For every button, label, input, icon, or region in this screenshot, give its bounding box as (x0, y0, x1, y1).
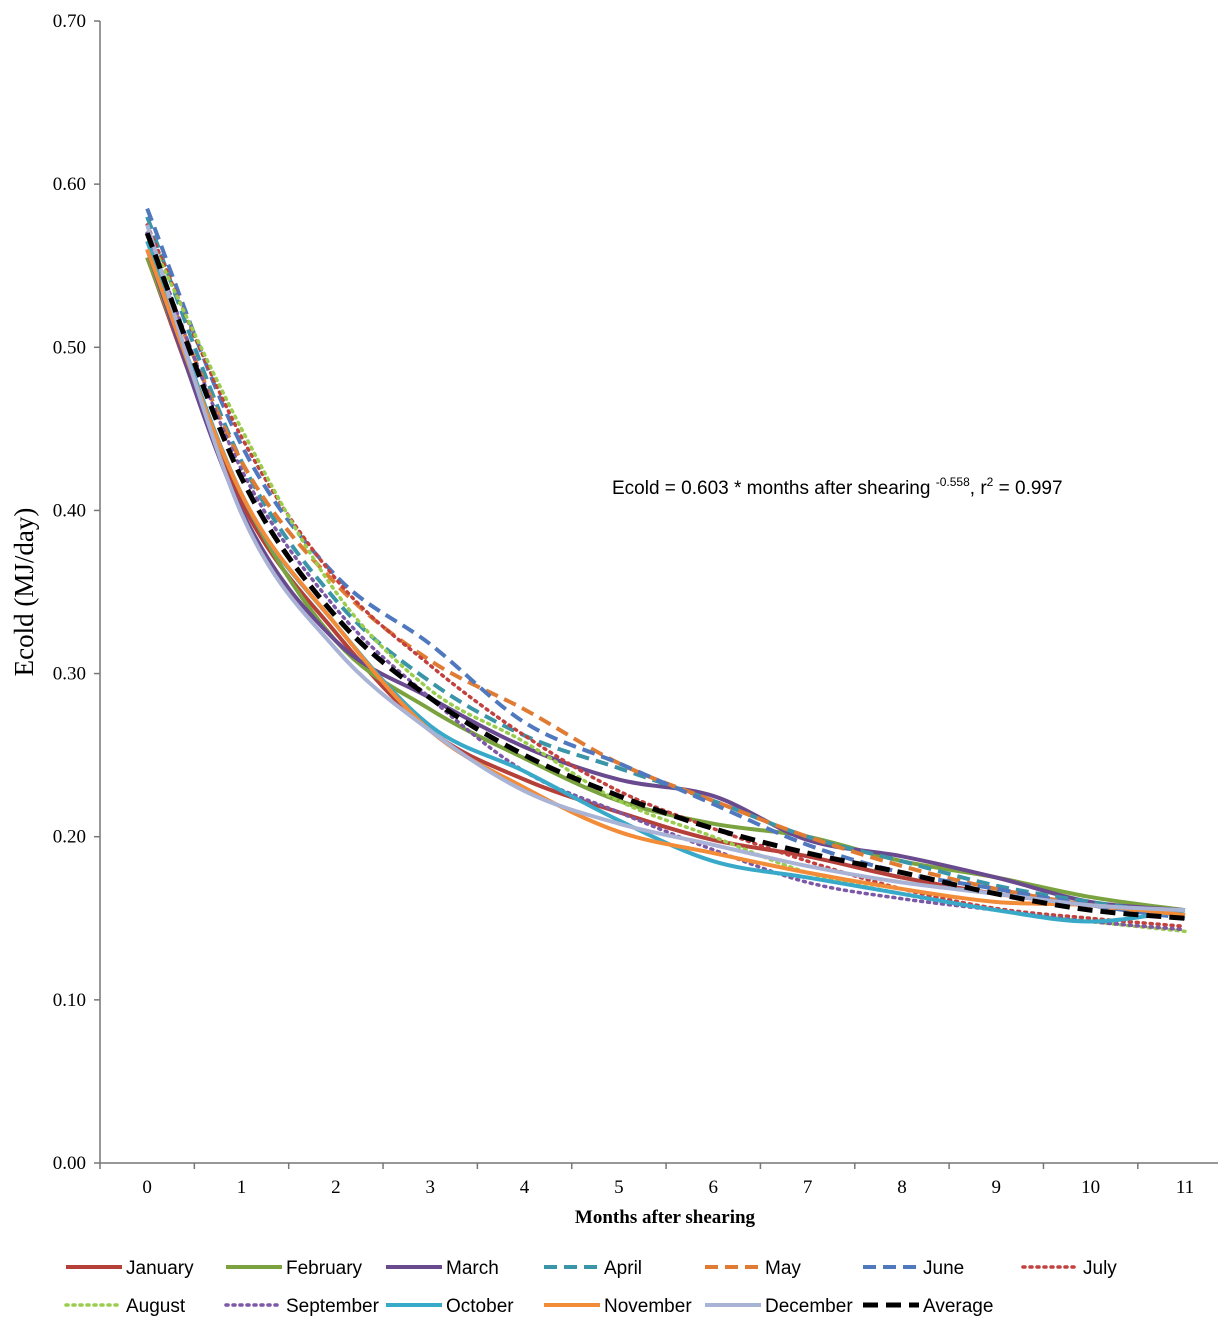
legend-label: June (923, 1258, 964, 1279)
x-tick-label: 1 (237, 1177, 247, 1198)
legend-label: January (126, 1258, 194, 1279)
y-tick-label: 0.70 (53, 11, 86, 32)
legend-item-august: August (64, 1296, 186, 1317)
legend: January February March April May June July Augu… (64, 1258, 1117, 1317)
legend-label: November (604, 1296, 692, 1317)
series-lines (144, 207, 1187, 934)
x-axis-title: Months after shearing (575, 1207, 756, 1228)
legend-item-average: Average (863, 1296, 993, 1317)
legend-label: October (446, 1296, 514, 1317)
x-tick-label: 10 (1081, 1177, 1100, 1198)
y-axis-title: Ecold (MJ/day) (9, 508, 39, 677)
legend-item-march: March (386, 1258, 499, 1279)
series-line-april (145, 216, 1186, 918)
legend-item-june: June (863, 1258, 964, 1279)
legend-label: December (765, 1296, 853, 1317)
legend-item-january: January (66, 1258, 194, 1279)
x-tick-label: 2 (331, 1177, 341, 1198)
legend-label: September (286, 1296, 380, 1317)
x-tick-label: 6 (708, 1177, 718, 1198)
legend-item-september: September (224, 1296, 380, 1317)
legend-label: April (604, 1258, 642, 1279)
x-tick-label: 0 (142, 1177, 152, 1198)
series-line-average (144, 232, 1186, 921)
series-line-june (145, 207, 1186, 921)
equation-annotation: Ecold = 0.603 * months after shearing -0… (612, 475, 1063, 499)
x-tick-label: 11 (1176, 1177, 1194, 1198)
series-line-may (145, 240, 1186, 918)
x-tick-label: 4 (520, 1177, 530, 1198)
x-tick-label: 5 (614, 1177, 624, 1198)
legend-item-november: November (544, 1296, 692, 1317)
legend-item-february: February (226, 1258, 363, 1279)
y-tick-label: 0.20 (53, 827, 86, 848)
x-tick-label: 7 (803, 1177, 813, 1198)
series-line-november (145, 248, 1186, 918)
legend-item-may: May (705, 1258, 801, 1279)
legend-label: August (126, 1296, 186, 1317)
legend-label: May (765, 1258, 801, 1279)
y-tick-label: 0.40 (53, 500, 86, 521)
legend-label: Average (923, 1296, 993, 1317)
y-tick-label: 0.50 (53, 337, 86, 358)
y-tick-label: 0.60 (53, 174, 86, 195)
legend-item-december: December (705, 1296, 853, 1317)
legend-label: February (286, 1258, 363, 1279)
y-tick-label: 0.10 (53, 990, 86, 1011)
legend-item-april: April (544, 1258, 642, 1279)
equation-text: Ecold = 0.603 * months after shearing -0… (612, 475, 1063, 499)
legend-item-october: October (386, 1296, 514, 1317)
x-tick-label: 3 (425, 1177, 435, 1198)
legend-label: March (446, 1258, 499, 1279)
x-tick-label: 8 (897, 1177, 907, 1198)
x-tick-label: 9 (992, 1177, 1002, 1198)
y-tick-label: 0.00 (53, 1153, 86, 1174)
y-tick-label: 0.30 (53, 664, 86, 685)
legend-label: July (1083, 1258, 1117, 1279)
axes: 0.00 0.10 0.20 0.30 0.40 0.50 0.60 0.70 0 1 2 3 4 5 6 7… (53, 11, 1218, 1198)
series-line-march (145, 248, 1186, 913)
legend-item-july: July (1021, 1258, 1117, 1279)
